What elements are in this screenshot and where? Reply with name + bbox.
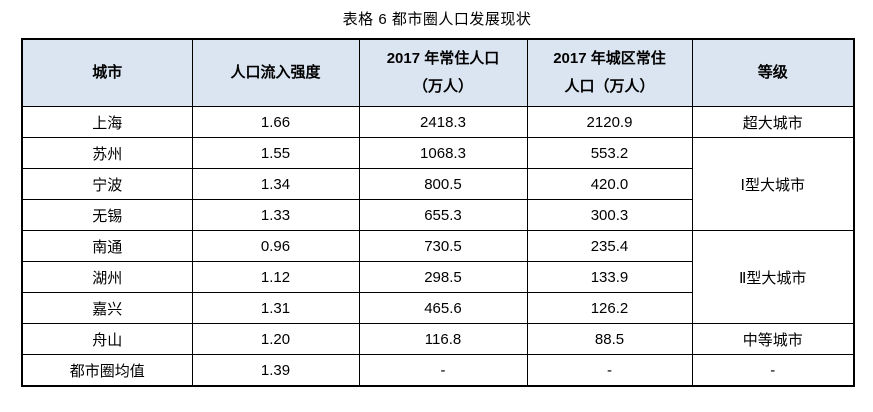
inflow-cell: 1.66 xyxy=(191,106,360,138)
pop-cell: 655.3 xyxy=(358,199,528,231)
pop-cell: 465.6 xyxy=(358,292,528,324)
urban-pop-cell: 553.2 xyxy=(526,137,693,169)
tier-cell: - xyxy=(691,354,855,387)
city-cell: 都市圈均值 xyxy=(21,354,193,387)
header-urban2017: 2017 年城区常住 人口（万人） xyxy=(526,38,693,107)
inflow-cell: 1.31 xyxy=(191,292,360,324)
inflow-cell: 1.20 xyxy=(191,323,360,355)
urban-pop-cell: 133.9 xyxy=(526,261,693,293)
city-cell: 上海 xyxy=(21,106,193,138)
header-row: 城市 人口流入强度 2017 年常住人口 （万人） 2017 年城区常住 人口（… xyxy=(21,38,855,107)
inflow-cell: 1.33 xyxy=(191,199,360,231)
pop-cell: 730.5 xyxy=(358,230,528,262)
header-tier: 等级 xyxy=(691,38,855,107)
inflow-cell: 1.12 xyxy=(191,261,360,293)
pop-cell: 298.5 xyxy=(358,261,528,293)
tier-cell-merged: Ⅰ型大城市 xyxy=(691,137,855,231)
tier-cell: 超大城市 xyxy=(691,106,855,138)
city-cell: 湖州 xyxy=(21,261,193,293)
city-cell: 无锡 xyxy=(21,199,193,231)
pop-cell: 1068.3 xyxy=(358,137,528,169)
header-city: 城市 xyxy=(21,38,193,107)
header-pop2017: 2017 年常住人口 （万人） xyxy=(358,38,528,107)
header-inflow: 人口流入强度 xyxy=(191,38,360,107)
urban-pop-cell: 2120.9 xyxy=(526,106,693,138)
pop-cell: - xyxy=(358,354,528,387)
pop-cell: 2418.3 xyxy=(358,106,528,138)
city-cell: 舟山 xyxy=(21,323,193,355)
urban-pop-cell: 300.3 xyxy=(526,199,693,231)
tier-cell-merged: Ⅱ型大城市 xyxy=(691,230,855,324)
inflow-cell: 1.34 xyxy=(191,168,360,200)
city-cell: 南通 xyxy=(21,230,193,262)
table-row: 宁波 1.34 800.5 420.0 xyxy=(21,168,854,200)
urban-pop-cell: - xyxy=(526,354,693,387)
inflow-cell: 1.39 xyxy=(191,354,360,387)
urban-pop-cell: 420.0 xyxy=(526,168,693,200)
population-table: 城市 人口流入强度 2017 年常住人口 （万人） 2017 年城区常住 人口（… xyxy=(21,38,855,387)
table-row: 无锡 1.33 655.3 300.3 xyxy=(21,199,854,231)
pop-cell: 800.5 xyxy=(358,168,528,200)
table-row: 苏州 1.55 1068.3 553.2 Ⅰ型大城市 xyxy=(21,137,855,231)
table-row: 上海 1.66 2418.3 2120.9 超大城市 xyxy=(21,106,855,138)
table-row: 嘉兴 1.31 465.6 126.2 xyxy=(21,292,854,324)
urban-pop-cell: 235.4 xyxy=(526,230,693,262)
table-row: 舟山 1.20 116.8 88.5 中等城市 xyxy=(21,323,855,355)
urban-pop-cell: 88.5 xyxy=(526,323,693,355)
table-row: 南通 0.96 730.5 235.4 Ⅱ型大城市 xyxy=(21,230,855,324)
city-cell: 苏州 xyxy=(21,137,193,169)
table-row: 湖州 1.12 298.5 133.9 xyxy=(21,261,854,293)
city-cell: 宁波 xyxy=(21,168,193,200)
pop-cell: 116.8 xyxy=(358,323,528,355)
urban-pop-cell: 126.2 xyxy=(526,292,693,324)
tier-cell: 中等城市 xyxy=(691,323,855,355)
inflow-cell: 0.96 xyxy=(191,230,360,262)
inflow-cell: 1.55 xyxy=(191,137,360,169)
table-row: 都市圈均值 1.39 - - - xyxy=(21,354,855,387)
table-caption: 表格 6 都市圈人口发展现状 xyxy=(342,11,532,28)
city-cell: 嘉兴 xyxy=(21,292,193,324)
